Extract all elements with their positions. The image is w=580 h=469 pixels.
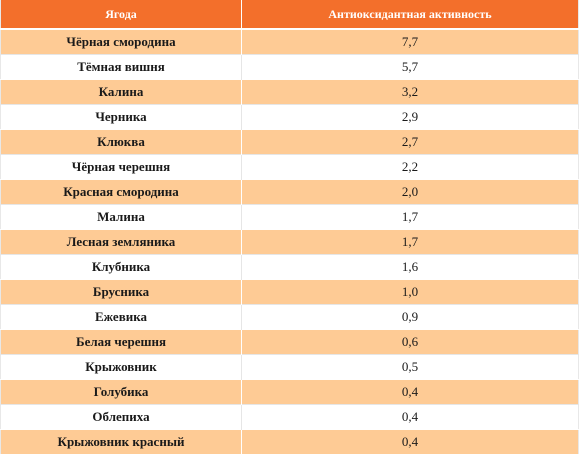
berry-name-cell: Чёрная черешня	[0, 153, 242, 179]
activity-value-cell: 2,7	[241, 128, 579, 154]
berry-name-cell: Тёмная вишня	[0, 53, 242, 79]
activity-value-cell: 0,4	[241, 403, 579, 429]
table-row: Красная смородина 2,0	[0, 178, 579, 204]
table-row: Черника 2,9	[0, 103, 579, 129]
table-row: Калина 3,2	[0, 78, 579, 104]
berry-name-cell: Лесная земляника	[0, 228, 242, 254]
table-row: Клюква 2,7	[0, 128, 579, 154]
berry-name-cell: Черника	[0, 103, 242, 129]
table-row: Белая черешня 0,6	[0, 328, 579, 354]
berry-name-cell: Брусника	[0, 278, 242, 304]
berry-name-cell: Крыжовник	[0, 353, 242, 379]
activity-value-cell: 1,7	[241, 203, 579, 229]
table-row: Брусника 1,0	[0, 278, 579, 304]
table-row: Крыжовник красный 0,4	[0, 428, 579, 454]
berry-name-cell: Клубника	[0, 253, 242, 279]
activity-value-cell: 0,9	[241, 303, 579, 329]
activity-value-cell: 2,9	[241, 103, 579, 129]
activity-value-cell: 1,7	[241, 228, 579, 254]
berry-name-cell: Красная смородина	[0, 178, 242, 204]
activity-value-cell: 2,2	[241, 153, 579, 179]
activity-value-cell: 1,6	[241, 253, 579, 279]
berry-name-cell: Голубика	[0, 378, 242, 404]
table-row: Тёмная вишня 5,7	[0, 53, 579, 79]
activity-value-cell: 0,5	[241, 353, 579, 379]
berry-name-cell: Чёрная смородина	[0, 28, 242, 54]
berry-name-cell: Ежевика	[0, 303, 242, 329]
activity-value-cell: 5,7	[241, 53, 579, 79]
activity-value-cell: 7,7	[241, 28, 579, 54]
activity-value-cell: 3,2	[241, 78, 579, 104]
berry-antioxidant-table: Ягода Антиоксидантная активность Чёрная …	[0, 0, 579, 454]
table-row: Голубика 0,4	[0, 378, 579, 404]
activity-value-cell: 2,0	[241, 178, 579, 204]
activity-value-cell: 0,6	[241, 328, 579, 354]
activity-value-cell: 0,4	[241, 378, 579, 404]
table-body: Чёрная смородина 7,7 Тёмная вишня 5,7 Ка…	[0, 28, 579, 454]
table-row: Малина 1,7	[0, 203, 579, 229]
berry-name-cell: Клюква	[0, 128, 242, 154]
berry-name-cell: Облепиха	[0, 403, 242, 429]
table-row: Чёрная смородина 7,7	[0, 28, 579, 54]
activity-value-cell: 0,4	[241, 428, 579, 454]
activity-value-cell: 1,0	[241, 278, 579, 304]
table-row: Крыжовник 0,5	[0, 353, 579, 379]
table-row: Лесная земляника 1,7	[0, 228, 579, 254]
table-row: Ежевика 0,9	[0, 303, 579, 329]
berry-name-cell: Крыжовник красный	[0, 428, 242, 454]
berry-name-cell: Калина	[0, 78, 242, 104]
table-row: Чёрная черешня 2,2	[0, 153, 579, 179]
berry-name-cell: Малина	[0, 203, 242, 229]
berry-name-cell: Белая черешня	[0, 328, 242, 354]
table-header: Ягода Антиоксидантная активность	[0, 0, 579, 30]
header-berry: Ягода	[0, 0, 242, 30]
table-row: Клубника 1,6	[0, 253, 579, 279]
header-activity: Антиоксидантная активность	[241, 0, 579, 30]
header-row: Ягода Антиоксидантная активность	[0, 0, 579, 30]
table-row: Облепиха 0,4	[0, 403, 579, 429]
